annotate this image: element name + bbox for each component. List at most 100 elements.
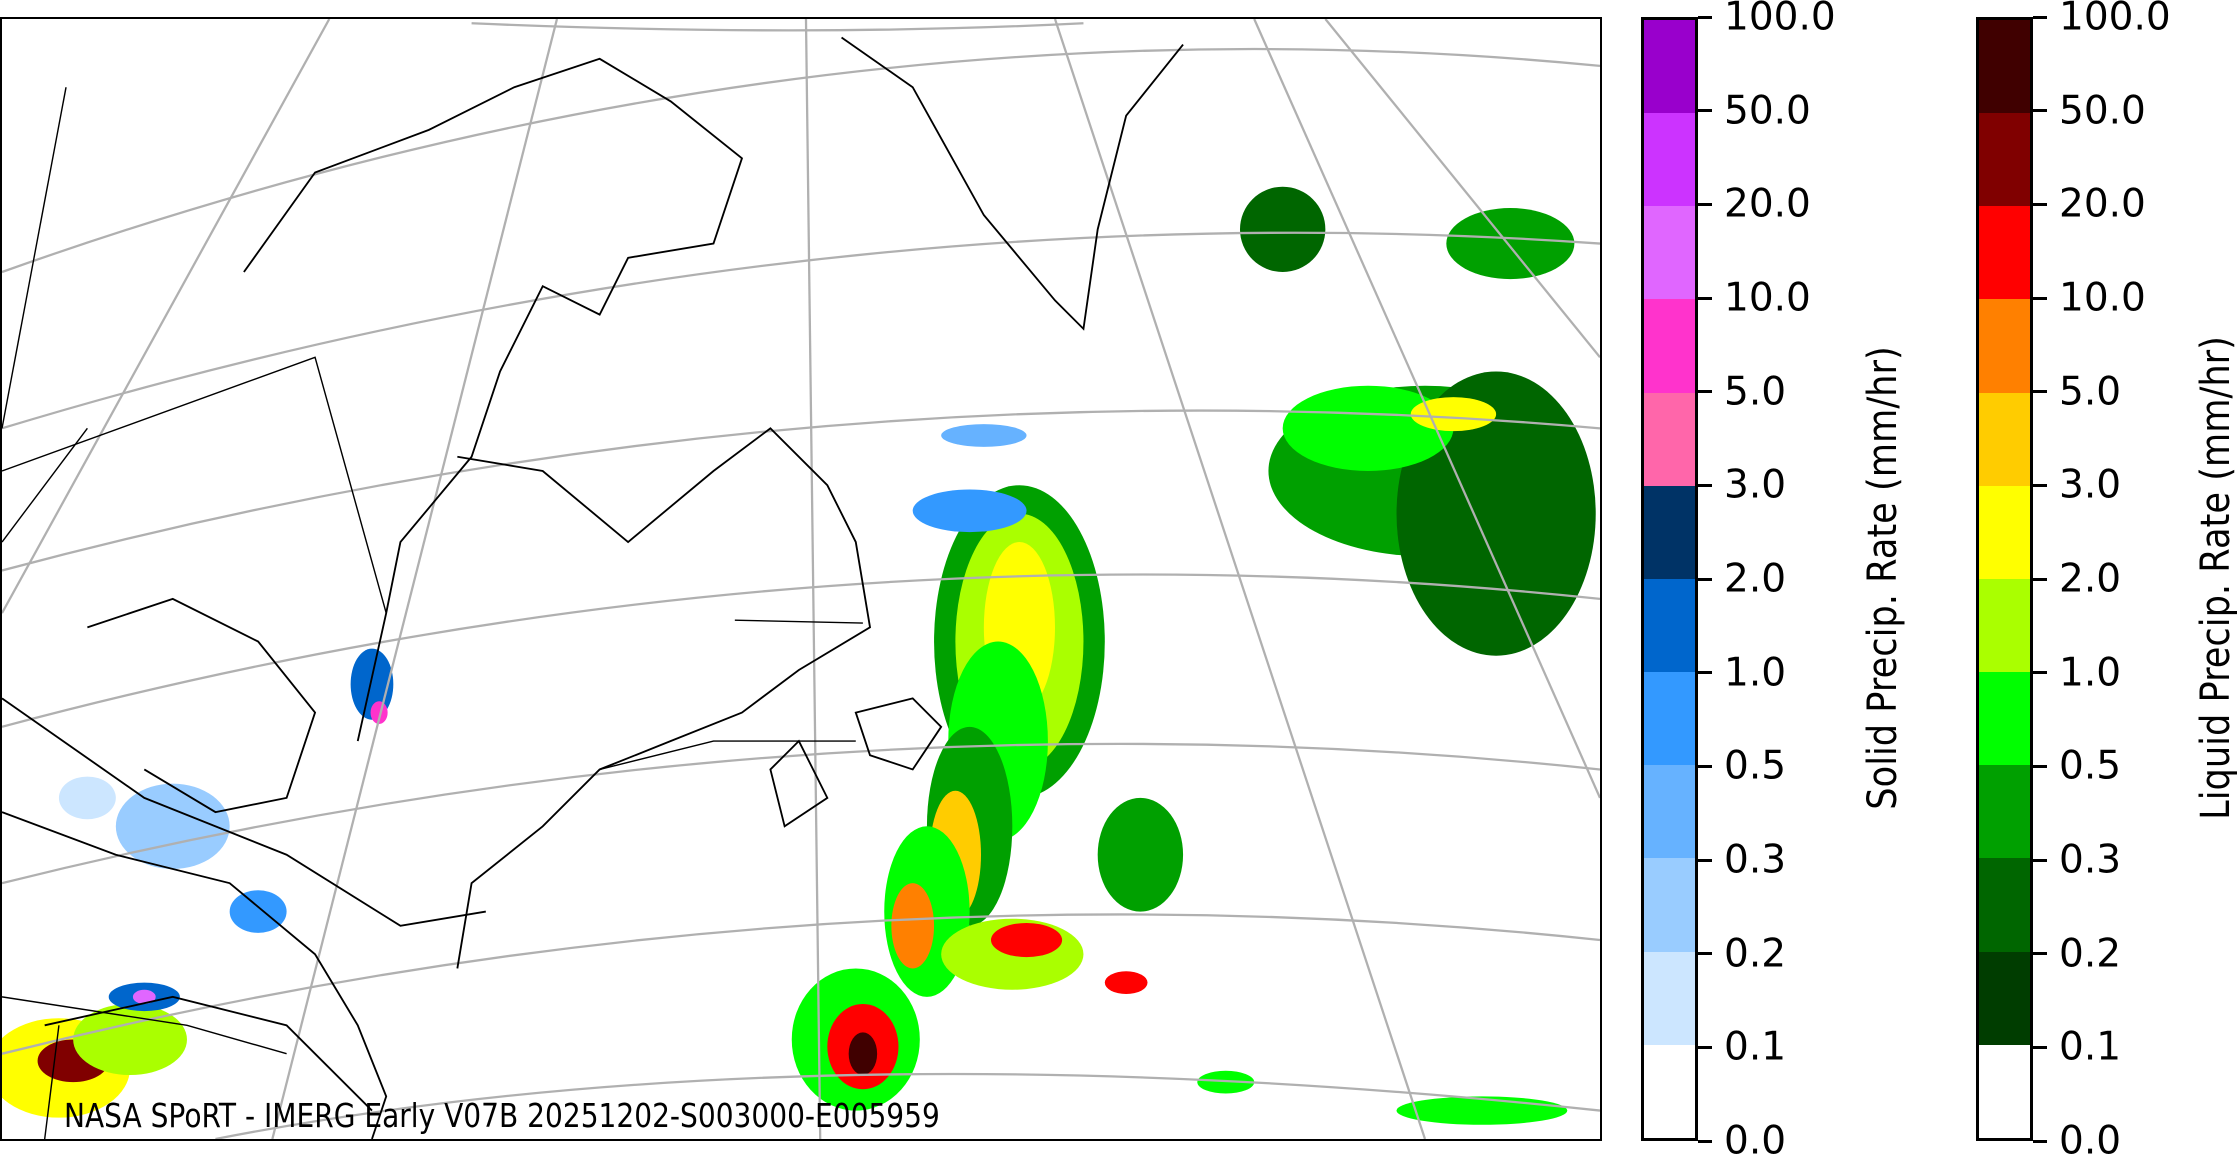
colorbar-tick-label: 0.2 xyxy=(1724,931,1787,977)
colorbar-tick-label: 0.1 xyxy=(1724,1024,1787,1070)
colorbar-tick xyxy=(2033,202,2047,206)
colorbar-segment xyxy=(1979,206,2030,300)
latitude-line xyxy=(2,573,1600,728)
colorbar-segment xyxy=(1644,1044,1695,1138)
colorbar-segment xyxy=(1979,19,2030,114)
colorbar-tick-label: 0.5 xyxy=(2059,743,2122,789)
colorbar-tick-label: 50.0 xyxy=(1724,88,1811,134)
colorbar-segment xyxy=(1979,485,2030,579)
colorbar-tick-label: 0.1 xyxy=(2059,1024,2122,1070)
colorbar-tick xyxy=(2033,671,2047,675)
colorbar-tick xyxy=(2033,483,2047,487)
colorbar-segment xyxy=(1644,299,1695,393)
colorbar-tick-label: 100.0 xyxy=(2059,0,2171,40)
latitude-line xyxy=(471,22,1084,32)
colorbar-tick xyxy=(1698,296,1712,300)
precip-area xyxy=(941,424,1027,447)
solid-precip-colorbar xyxy=(1641,17,1698,1141)
precip-area xyxy=(1197,1070,1255,1094)
colorbar-tick xyxy=(2033,764,2047,768)
colorbar-tick xyxy=(1698,858,1712,862)
colorbar-tick xyxy=(2033,858,2047,862)
precip-area xyxy=(370,701,388,724)
precip-area xyxy=(115,783,230,869)
colorbar-segment xyxy=(1979,765,2030,859)
colorbar-tick xyxy=(1698,15,1712,19)
longitude-line xyxy=(2,19,331,614)
colorbar-tick-label: 0.0 xyxy=(2059,1118,2122,1164)
precip-area xyxy=(912,489,1027,533)
latitude-line xyxy=(2,913,1600,1055)
colorbar-segment xyxy=(1979,1044,2030,1138)
precip-area xyxy=(58,776,116,820)
liquid-precip-label: Liquid Precip. Rate (mm/hr) xyxy=(2193,336,2237,820)
solid-precip-label: Solid Precip. Rate (mm/hr) xyxy=(1860,346,1906,810)
colorbar-tick-label: 1.0 xyxy=(1724,650,1787,696)
colorbar-segment xyxy=(1979,951,2030,1045)
colorbar-segment xyxy=(1979,299,2030,393)
colorbar-tick-label: 100.0 xyxy=(1724,0,1836,40)
colorbar-tick-label: 3.0 xyxy=(2059,462,2122,508)
colorbar-tick xyxy=(1698,764,1712,768)
colorbar-tick xyxy=(2033,1139,2047,1143)
latitude-line xyxy=(2,409,1600,572)
graticule xyxy=(2,19,1600,1139)
colorbar-segment xyxy=(1644,765,1695,859)
precip-area xyxy=(1282,385,1454,471)
colorbar-tick-label: 20.0 xyxy=(2059,181,2146,227)
colorbar-segment xyxy=(1644,392,1695,486)
colorbar-tick xyxy=(2033,15,2047,19)
colorbar-tick-label: 5.0 xyxy=(1724,369,1787,415)
precip-area xyxy=(1104,971,1148,995)
precip-area xyxy=(891,883,935,969)
colorbar-tick-label: 0.5 xyxy=(1724,743,1787,789)
longitude-line xyxy=(1053,19,1427,1139)
longitude-line xyxy=(1324,19,1600,358)
precip-area xyxy=(1097,797,1184,912)
colorbar-segment xyxy=(1644,951,1695,1045)
longitude-line xyxy=(1253,19,1600,799)
colorbar-tick xyxy=(2033,952,2047,956)
colorbar-tick-label: 0.0 xyxy=(1724,1118,1787,1164)
colorbar-segment xyxy=(1644,113,1695,207)
precip-area xyxy=(990,922,1063,958)
colorbar-tick-label: 50.0 xyxy=(2059,88,2146,134)
colorbar-tick-label: 5.0 xyxy=(2059,369,2122,415)
colorbar-tick-label: 10.0 xyxy=(1724,275,1811,321)
precip-area xyxy=(1410,397,1497,432)
precip-area xyxy=(1396,1096,1568,1125)
colorbar-tick-label: 0.3 xyxy=(2059,837,2122,883)
map-caption: NASA SPoRT - IMERG Early V07B 20251202-S… xyxy=(64,1096,940,1135)
borders xyxy=(2,87,863,1139)
colorbar-tick xyxy=(1698,390,1712,394)
colorbar-segment xyxy=(1979,392,2030,486)
colorbar-segment xyxy=(1644,19,1695,114)
colorbar-tick xyxy=(1698,202,1712,206)
longitude-line xyxy=(271,19,559,1139)
colorbar-tick xyxy=(2033,1045,2047,1049)
latitude-line xyxy=(2,231,1600,430)
colorbar-tick-label: 0.2 xyxy=(2059,931,2122,977)
colorbar-tick xyxy=(2033,577,2047,581)
colorbar-tick xyxy=(2033,296,2047,300)
precip-area xyxy=(848,1032,878,1076)
colorbar-tick xyxy=(1698,952,1712,956)
precipitation-layer xyxy=(2,186,1596,1125)
colorbar-segment xyxy=(1979,672,2030,766)
precip-area xyxy=(73,1003,187,1076)
precip-area xyxy=(1239,186,1326,272)
colorbar-tick xyxy=(2033,109,2047,113)
map-canvas xyxy=(2,19,1600,1139)
precip-area xyxy=(229,890,287,933)
precip-area xyxy=(1446,208,1575,280)
colorbar-tick-label: 2.0 xyxy=(1724,556,1787,602)
precip-area xyxy=(132,989,156,1004)
colorbar-tick-label: 0.3 xyxy=(1724,837,1787,883)
latitude-line xyxy=(2,742,1600,885)
colorbar-segment xyxy=(1644,578,1695,673)
colorbar-segment xyxy=(1979,578,2030,673)
colorbar-tick-label: 1.0 xyxy=(2059,650,2122,696)
colorbar-tick xyxy=(1698,109,1712,113)
colorbar-segment xyxy=(1644,858,1695,952)
colorbar-segment xyxy=(1644,672,1695,766)
